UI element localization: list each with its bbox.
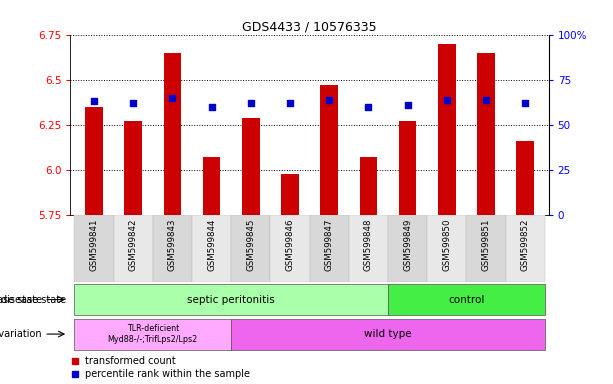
Bar — [360, 157, 377, 215]
Text: disease state: disease state — [0, 295, 42, 305]
Text: GSM599852: GSM599852 — [520, 218, 530, 271]
Point — [442, 96, 452, 103]
Text: GSM599848: GSM599848 — [364, 218, 373, 271]
Point — [89, 98, 99, 104]
Bar — [113, 215, 153, 282]
Point — [246, 100, 256, 106]
Text: GSM599844: GSM599844 — [207, 218, 216, 271]
Point — [364, 104, 373, 110]
Bar — [124, 121, 142, 215]
Point — [324, 96, 334, 103]
Bar — [310, 215, 349, 282]
Point — [207, 104, 216, 110]
Text: GSM599846: GSM599846 — [286, 218, 294, 271]
Text: GSM599851: GSM599851 — [481, 218, 490, 271]
Text: percentile rank within the sample: percentile rank within the sample — [85, 369, 250, 379]
Bar — [388, 215, 427, 282]
Bar — [466, 215, 506, 282]
Bar — [231, 319, 545, 349]
Bar — [438, 43, 455, 215]
Text: septic peritonitis: septic peritonitis — [188, 295, 275, 305]
Text: GSM599847: GSM599847 — [325, 218, 333, 271]
Bar — [242, 118, 259, 215]
Title: GDS4433 / 10576335: GDS4433 / 10576335 — [242, 20, 377, 33]
Text: GSM599845: GSM599845 — [246, 218, 255, 271]
Point — [481, 96, 491, 103]
Bar — [321, 85, 338, 215]
Bar — [231, 215, 270, 282]
Bar — [203, 157, 221, 215]
Bar — [74, 215, 113, 282]
Text: genotype/variation: genotype/variation — [0, 329, 42, 339]
Point — [403, 102, 413, 108]
Bar — [164, 53, 181, 215]
Bar — [398, 121, 416, 215]
Bar — [85, 107, 103, 215]
Bar — [281, 174, 299, 215]
Text: GSM599850: GSM599850 — [442, 218, 451, 271]
Text: disease state: disease state — [1, 295, 66, 305]
Point — [128, 100, 138, 106]
Bar — [349, 215, 388, 282]
Point — [167, 94, 177, 101]
Bar — [506, 215, 545, 282]
Point — [285, 100, 295, 106]
Text: GSM599849: GSM599849 — [403, 218, 412, 271]
Bar — [270, 215, 310, 282]
Bar — [388, 284, 545, 315]
Point — [520, 100, 530, 106]
Bar — [516, 141, 534, 215]
Text: TLR-deficient
Myd88-/-;TrifLps2/Lps2: TLR-deficient Myd88-/-;TrifLps2/Lps2 — [108, 324, 198, 344]
Text: control: control — [448, 295, 484, 305]
Text: wild type: wild type — [364, 329, 412, 339]
Bar — [427, 215, 466, 282]
Text: transformed count: transformed count — [85, 356, 175, 366]
Bar — [192, 215, 231, 282]
Text: GSM599841: GSM599841 — [89, 218, 99, 271]
Bar — [74, 284, 388, 315]
Text: GSM599843: GSM599843 — [168, 218, 177, 271]
Bar — [153, 215, 192, 282]
Text: GSM599842: GSM599842 — [129, 218, 138, 271]
Bar — [74, 319, 231, 349]
Bar — [477, 53, 495, 215]
